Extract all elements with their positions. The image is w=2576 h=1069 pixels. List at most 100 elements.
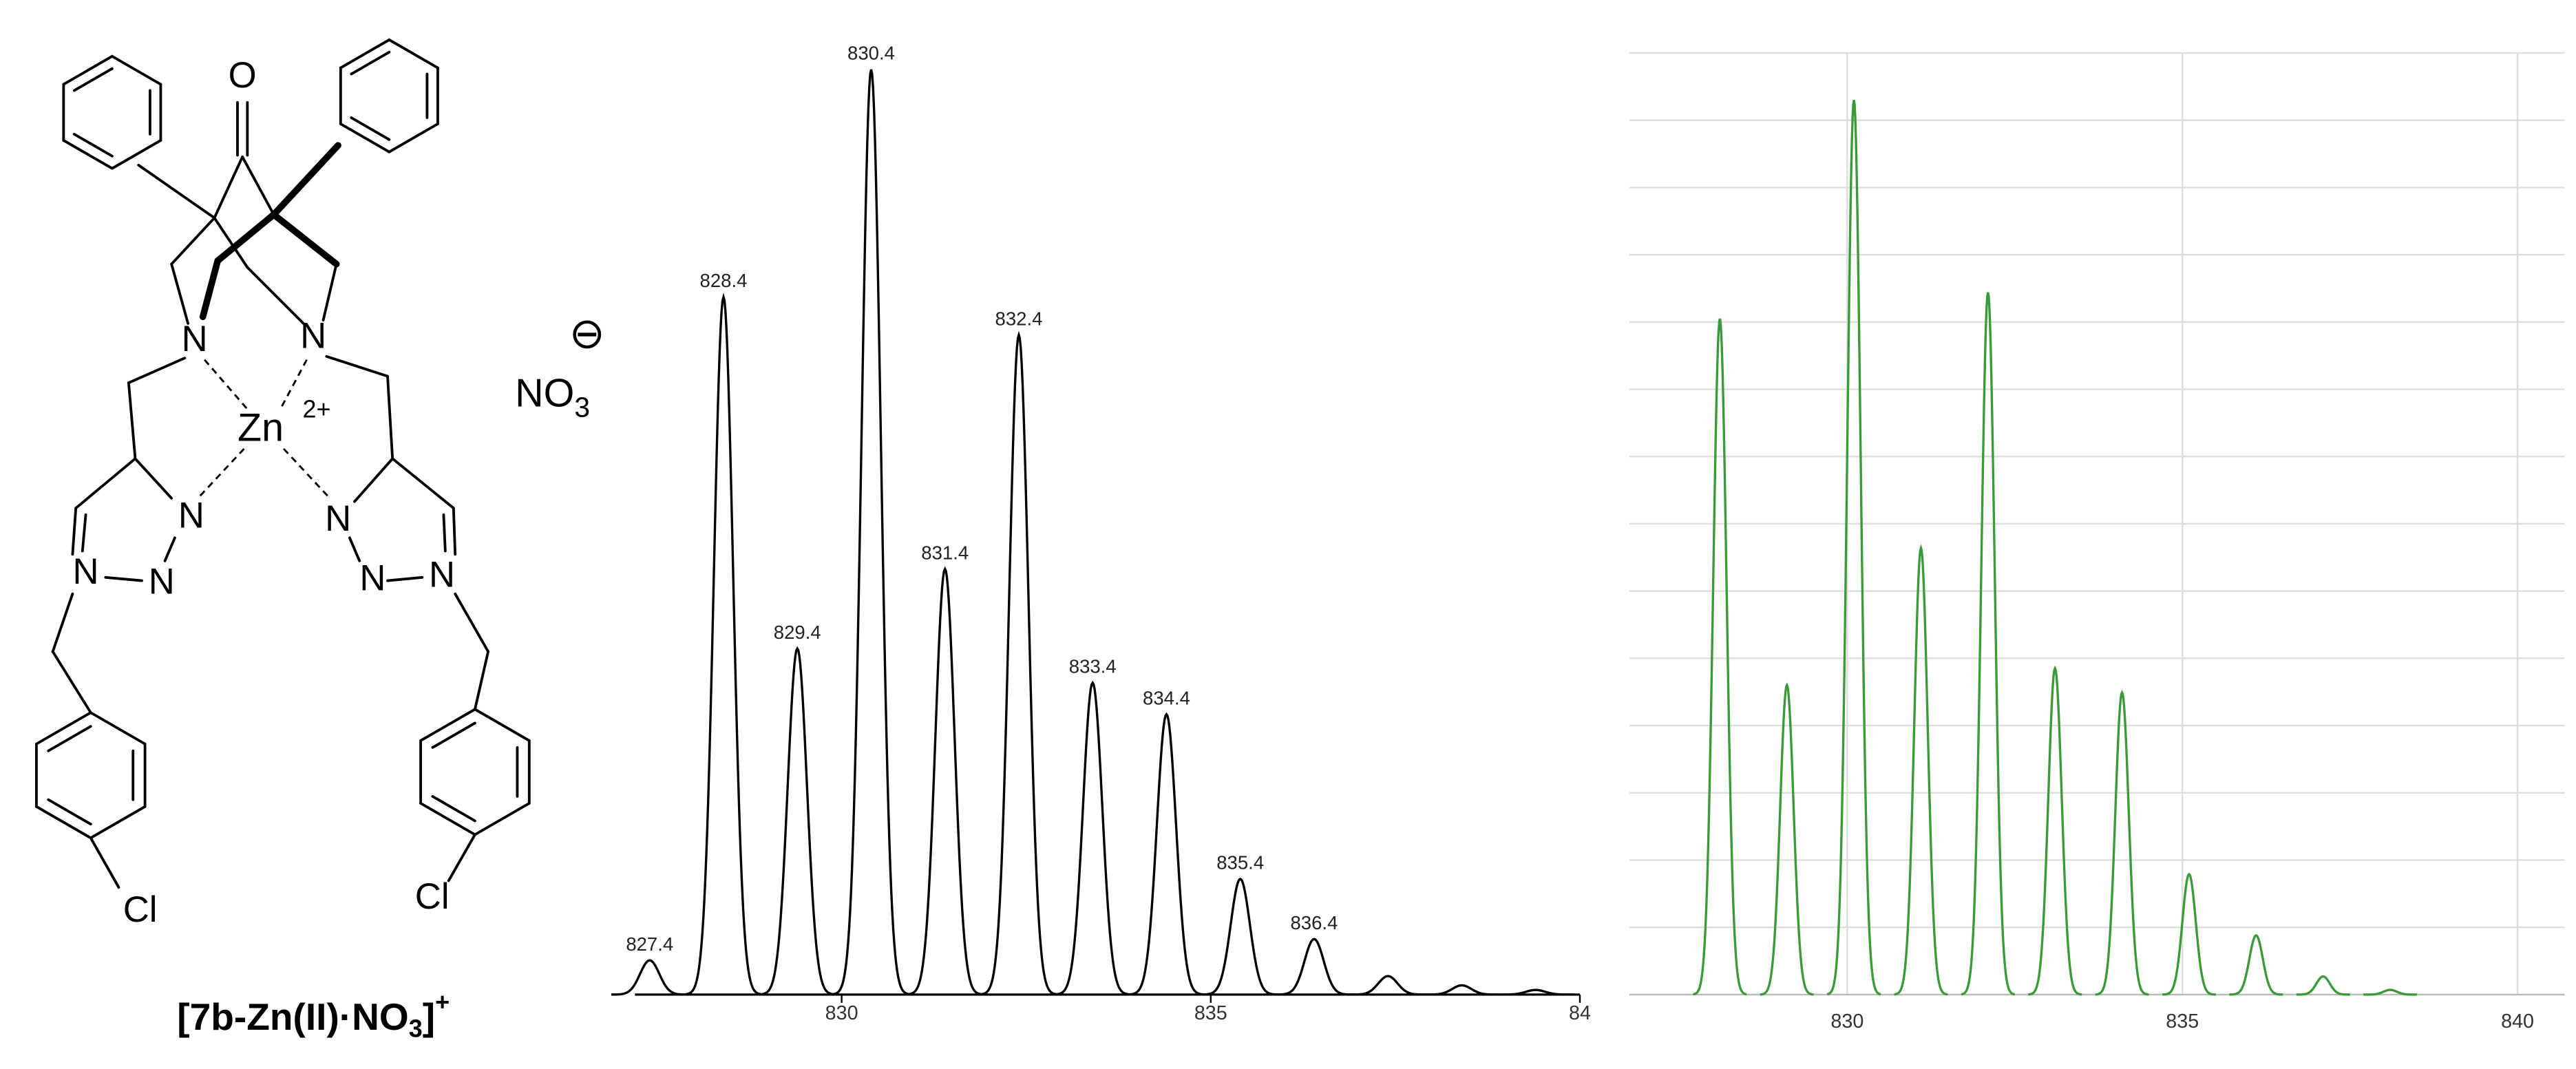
bond	[431, 721, 476, 749]
peak	[2296, 975, 2350, 996]
peak	[1693, 318, 1747, 996]
atom-label: N	[149, 561, 175, 602]
bond	[74, 457, 137, 510]
bond	[110, 54, 162, 86]
bond	[163, 536, 176, 562]
counterion-subscript: 3	[574, 391, 590, 423]
caption-subscript: 3	[409, 1015, 423, 1043]
bond	[419, 802, 476, 836]
bond	[170, 262, 190, 325]
bond	[134, 457, 173, 500]
bond	[474, 708, 531, 742]
x-tick-label: 835	[2166, 1010, 2199, 1033]
bond	[72, 67, 114, 92]
peak-label: 835.4	[1216, 852, 1264, 874]
bond	[431, 795, 476, 823]
bond	[89, 836, 120, 889]
bond	[442, 513, 447, 553]
bond	[388, 123, 439, 154]
peak	[1201, 877, 1279, 996]
peak	[685, 293, 762, 996]
peak	[1276, 938, 1353, 996]
bond	[213, 216, 249, 269]
bond	[350, 50, 391, 76]
peak	[1894, 544, 1948, 996]
bond	[214, 211, 277, 264]
bond	[110, 139, 162, 170]
peak	[2028, 665, 2082, 996]
x-tick-label: 830	[825, 1002, 858, 1024]
peak	[2229, 934, 2283, 996]
bond	[391, 457, 455, 510]
peak	[832, 69, 910, 996]
caption-text: [7b-Zn(II)·NO	[177, 995, 409, 1037]
counterion: NO3	[515, 371, 590, 423]
atom-label: N	[325, 498, 351, 539]
peak	[906, 566, 984, 996]
atom-label: N	[300, 315, 326, 356]
bond	[72, 133, 114, 158]
bond	[339, 38, 391, 70]
bond	[339, 123, 391, 154]
bond	[199, 257, 222, 321]
peak-label: 828.4	[700, 270, 748, 291]
atom-label: N	[178, 495, 204, 536]
bond	[89, 805, 147, 840]
bond	[127, 357, 187, 385]
peak	[1497, 988, 1574, 996]
atom-label: 2+	[302, 394, 330, 423]
peak	[1054, 680, 1132, 996]
bond	[452, 507, 457, 556]
atom-label: O	[229, 55, 257, 96]
atom-label: Zn	[237, 406, 284, 450]
bond	[170, 216, 216, 266]
peak	[2095, 690, 2149, 996]
bond	[35, 805, 92, 840]
coordination-bond	[283, 447, 331, 499]
bond	[270, 211, 340, 268]
peak	[1423, 984, 1501, 996]
bond	[137, 163, 216, 220]
caption-close: ]	[423, 995, 435, 1037]
bond	[81, 513, 87, 553]
peak-label: 831.4	[921, 542, 969, 563]
bond	[104, 575, 143, 582]
bond	[71, 507, 78, 556]
peak-label: 830.4	[847, 43, 895, 64]
bond	[321, 262, 338, 321]
bond	[270, 142, 341, 218]
bond	[454, 592, 490, 653]
bond	[35, 711, 92, 745]
peak	[611, 959, 688, 996]
bond	[47, 798, 92, 826]
peak	[1760, 682, 1814, 996]
x-tick-label: 830	[1830, 1010, 1864, 1033]
bond	[474, 802, 531, 836]
peak	[759, 646, 836, 996]
x-tick-label: 840	[2501, 1010, 2534, 1033]
peak-label: 833.4	[1069, 656, 1117, 677]
caption: [7b-Zn(II)·NO3]+	[177, 988, 450, 1043]
counterion-charge: ⊖	[569, 310, 605, 357]
caption-charge: +	[435, 988, 450, 1017]
bond	[127, 381, 137, 461]
peak	[1826, 100, 1881, 996]
coordination-bond	[279, 359, 308, 410]
bond	[325, 354, 389, 378]
bond	[51, 592, 74, 653]
peak	[1128, 712, 1205, 996]
bond	[348, 536, 361, 562]
bond	[51, 650, 92, 715]
atom-label: N	[429, 555, 455, 595]
atom-label: Cl	[123, 889, 158, 930]
bond	[386, 575, 424, 582]
atom-label: Cl	[415, 876, 450, 917]
peak	[1349, 975, 1426, 996]
coordination-bond	[203, 359, 249, 410]
bond	[246, 266, 305, 325]
bond	[447, 833, 476, 882]
x-tick-label: 84	[1569, 1002, 1591, 1024]
